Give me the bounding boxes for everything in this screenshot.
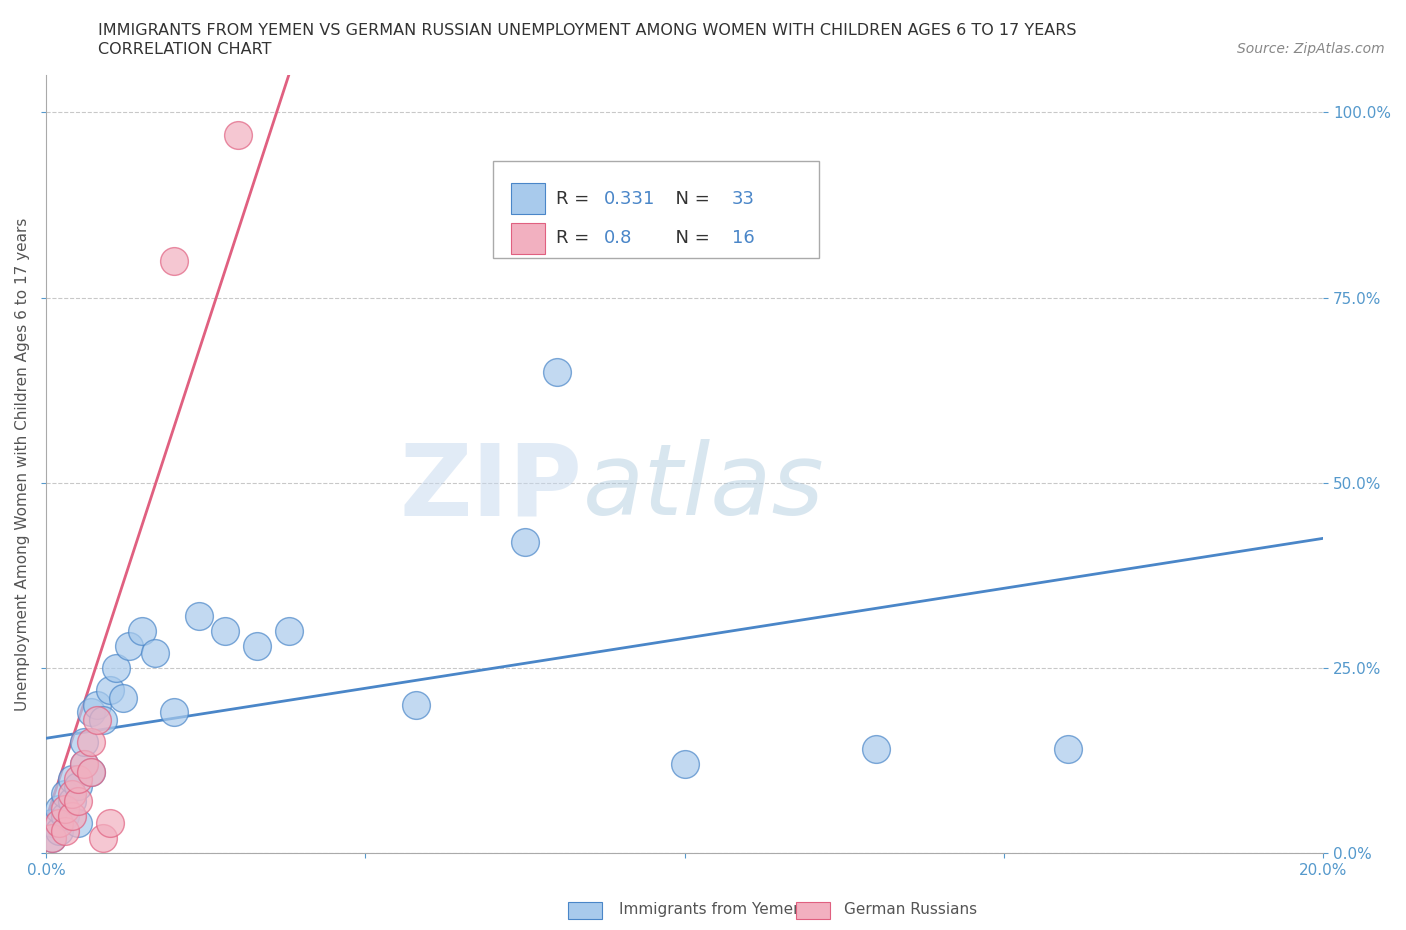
Point — [86, 712, 108, 727]
Point — [60, 808, 83, 823]
Point — [214, 623, 236, 638]
Point — [865, 742, 887, 757]
Text: R =: R = — [555, 190, 595, 208]
Text: CORRELATION CHART: CORRELATION CHART — [98, 42, 271, 57]
Point — [60, 772, 83, 787]
Point — [405, 698, 427, 712]
Point — [98, 683, 121, 698]
Point — [163, 253, 186, 268]
Point — [79, 764, 101, 779]
FancyBboxPatch shape — [510, 222, 546, 254]
Point — [118, 638, 141, 653]
Point — [131, 623, 153, 638]
Point — [41, 830, 63, 845]
Point — [226, 127, 249, 142]
Text: IMMIGRANTS FROM YEMEN VS GERMAN RUSSIAN UNEMPLOYMENT AMONG WOMEN WITH CHILDREN A: IMMIGRANTS FROM YEMEN VS GERMAN RUSSIAN … — [98, 23, 1077, 38]
Text: 33: 33 — [733, 190, 755, 208]
Point — [1056, 742, 1078, 757]
Text: ZIP: ZIP — [399, 439, 582, 536]
Point — [673, 757, 696, 772]
Point — [66, 816, 89, 830]
Point — [86, 698, 108, 712]
Point — [98, 816, 121, 830]
Text: Immigrants from Yemen: Immigrants from Yemen — [619, 902, 803, 917]
Point — [79, 735, 101, 750]
Point — [53, 823, 76, 838]
Text: N =: N = — [664, 190, 716, 208]
Point — [66, 794, 89, 809]
Point — [66, 779, 89, 794]
Text: N =: N = — [664, 229, 716, 247]
Point — [246, 638, 269, 653]
Point — [93, 712, 115, 727]
Point — [73, 735, 96, 750]
Point — [93, 830, 115, 845]
Point — [60, 787, 83, 802]
FancyBboxPatch shape — [510, 183, 546, 215]
Text: German Russians: German Russians — [844, 902, 977, 917]
Point — [48, 823, 70, 838]
Point — [53, 808, 76, 823]
Text: 0.8: 0.8 — [605, 229, 633, 247]
Point — [546, 365, 568, 379]
Point — [73, 757, 96, 772]
Point — [48, 816, 70, 830]
Point — [41, 830, 63, 845]
Point — [79, 764, 101, 779]
Point — [53, 787, 76, 802]
Point — [48, 802, 70, 817]
Text: 0.331: 0.331 — [605, 190, 655, 208]
Text: 16: 16 — [733, 229, 755, 247]
Y-axis label: Unemployment Among Women with Children Ages 6 to 17 years: Unemployment Among Women with Children A… — [15, 218, 30, 711]
Point — [73, 757, 96, 772]
Point — [53, 802, 76, 817]
Text: R =: R = — [555, 229, 595, 247]
Point — [79, 705, 101, 720]
Point — [60, 794, 83, 809]
Point — [188, 608, 211, 623]
Point — [163, 705, 186, 720]
Text: Source: ZipAtlas.com: Source: ZipAtlas.com — [1237, 42, 1385, 56]
Point — [41, 816, 63, 830]
Point — [66, 772, 89, 787]
Text: atlas: atlas — [582, 439, 824, 536]
Point — [143, 645, 166, 660]
FancyBboxPatch shape — [494, 161, 818, 259]
Point — [105, 660, 128, 675]
Point — [111, 690, 134, 705]
Point — [277, 623, 299, 638]
Point — [513, 535, 536, 550]
